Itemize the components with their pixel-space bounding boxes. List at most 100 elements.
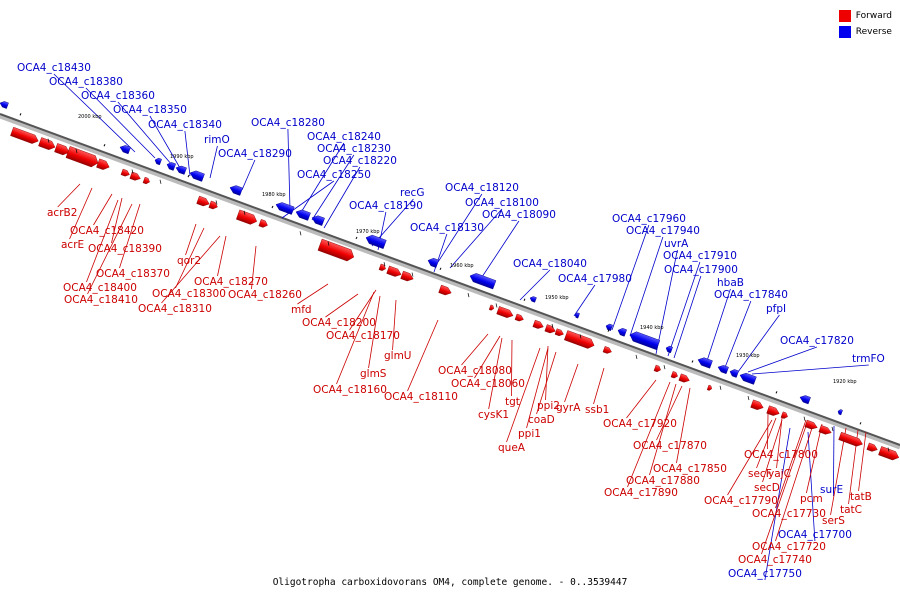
- gene-label: OCA4_c18360: [81, 90, 155, 102]
- tick-mark: [495, 303, 498, 308]
- gene-label: pfpI: [766, 303, 786, 315]
- callout-line: [185, 223, 197, 256]
- reverse-gene-arrow: [0, 101, 9, 109]
- callout-line: [117, 101, 173, 166]
- callout-line: [407, 319, 439, 392]
- tick-mark: [467, 293, 470, 298]
- scale-label: 1970 kbp: [356, 229, 380, 235]
- tick-mark: [859, 422, 862, 425]
- callout-line: [111, 197, 123, 244]
- callout-line: [536, 351, 557, 415]
- gene-label: OCA4_c18120: [445, 182, 519, 194]
- gene-label: OCA4_c18410: [64, 294, 138, 306]
- forward-gene-arrow: [804, 419, 818, 430]
- reverse-gene-arrow: [189, 170, 205, 182]
- forward-gene-arrow: [496, 306, 514, 318]
- forward-gene-arrow: [750, 399, 764, 410]
- tick-mark: [75, 148, 78, 154]
- reverse-gene-arrow: [665, 345, 673, 354]
- tick-mark: [271, 205, 274, 209]
- gene-label: OCA4_c18430: [17, 62, 91, 74]
- callout-line: [479, 220, 520, 281]
- gene-label: OCA4_c17720: [752, 541, 826, 553]
- gene-label: OCA4_c17730: [752, 508, 826, 520]
- callout-line: [611, 224, 650, 331]
- gene-label: OCA4_c18400: [63, 282, 137, 294]
- forward-gene-arrow: [706, 384, 712, 391]
- callout-line: [69, 187, 93, 240]
- gene-label: trmFO: [852, 353, 885, 365]
- callout-line: [656, 385, 683, 441]
- callout-line: [751, 364, 869, 375]
- tick-mark: [215, 200, 218, 205]
- gene-label: OCA4_c18090: [482, 209, 556, 221]
- tick-mark: [551, 323, 554, 329]
- tick-mark: [187, 174, 190, 178]
- reverse-gene-arrow: [166, 162, 176, 171]
- callout-line: [626, 379, 657, 419]
- reverse-gene-arrow: [529, 296, 537, 303]
- callout-line: [297, 283, 329, 305]
- forward-gene-arrow: [54, 143, 70, 156]
- gene-label: OCA4_c18240: [307, 131, 381, 143]
- gene-label: cysK1: [478, 409, 509, 421]
- gene-label: OCA4_c17900: [664, 264, 738, 276]
- callout-line: [807, 431, 816, 542]
- callout-line: [775, 419, 807, 509]
- forward-gene-arrow: [554, 328, 564, 337]
- gene-label: OCA4_c18310: [138, 303, 212, 315]
- gene-label: pcm: [800, 493, 823, 505]
- tick-mark: [523, 298, 526, 301]
- tick-mark: [327, 241, 330, 246]
- gene-label: ppi1: [518, 428, 541, 440]
- reverse-gene-arrow: [697, 357, 713, 369]
- gene-label: OCA4_c17840: [714, 289, 788, 301]
- gene-label: OCA4_c18370: [96, 268, 170, 280]
- reverse-gene-arrow: [729, 369, 739, 378]
- scale-label: 2000 kbp: [78, 114, 102, 120]
- scale-label: 1920 kbp: [833, 379, 857, 385]
- forward-gene-arrow: [236, 209, 258, 225]
- reverse-gene-arrow: [275, 202, 295, 215]
- forward-gene-arrow: [400, 270, 414, 282]
- callout-line: [287, 128, 291, 211]
- callout-line: [767, 413, 769, 450]
- callout-line: [764, 427, 791, 581]
- callout-line: [437, 193, 483, 263]
- tick-mark: [439, 267, 442, 271]
- callout-line: [336, 291, 375, 385]
- legend-forward-label: Forward: [855, 11, 892, 21]
- callout-line: [57, 183, 81, 208]
- gene-label: queA: [498, 442, 526, 454]
- gene-label: recG: [400, 187, 424, 199]
- forward-gene-arrow: [65, 146, 99, 168]
- forward-gene-arrow: [142, 176, 150, 185]
- forward-gene-arrow: [10, 126, 39, 144]
- scale-label: 1960 kbp: [450, 263, 474, 269]
- reverse-gene-arrow: [427, 257, 440, 268]
- callout-line: [673, 275, 702, 359]
- callout-line: [676, 387, 691, 464]
- reverse-gene-arrow: [739, 372, 757, 385]
- gene-label: mfd: [291, 304, 312, 316]
- callout-line: [667, 261, 701, 357]
- forward-gene-arrow: [670, 371, 678, 379]
- callout-line: [311, 154, 355, 221]
- callout-line: [119, 203, 141, 269]
- callout-line: [564, 363, 579, 403]
- callout-line: [756, 417, 777, 469]
- gene-label: OCA4_c18110: [384, 391, 458, 403]
- tick-mark: [607, 329, 610, 332]
- gene-label: OCA4_c17920: [603, 418, 677, 430]
- callout-line: [737, 314, 780, 373]
- legend-reverse-label: Reverse: [855, 27, 892, 37]
- callout-line: [806, 423, 823, 494]
- gene-label: OCA4_c17820: [780, 335, 854, 347]
- gene-label: glmU: [384, 350, 412, 362]
- gene-label: OCA4_c17940: [626, 225, 700, 237]
- callout-line: [775, 427, 813, 542]
- forward-gene-arrow: [602, 346, 612, 354]
- forward-gene-arrow: [878, 446, 900, 461]
- tick-mark: [299, 231, 302, 236]
- figure-caption: Oligotropha carboxidovorans OM4, complet…: [272, 577, 628, 588]
